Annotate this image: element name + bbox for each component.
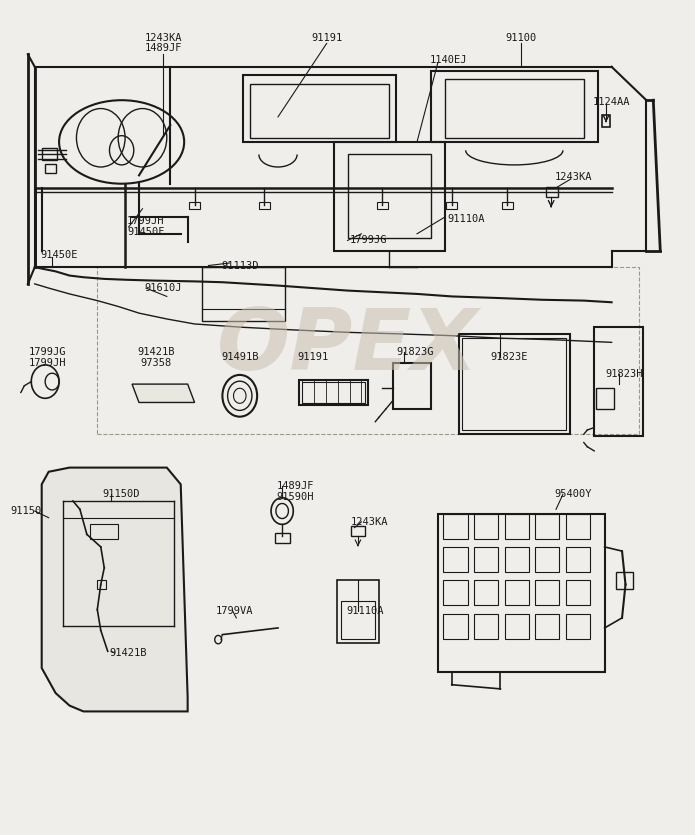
Bar bbox=[616, 572, 633, 589]
Bar bbox=[348, 154, 431, 238]
Bar bbox=[377, 202, 388, 209]
Bar bbox=[97, 267, 639, 434]
Bar bbox=[566, 580, 590, 605]
Text: 1799JG: 1799JG bbox=[350, 235, 387, 245]
Text: 91823E: 91823E bbox=[490, 352, 528, 362]
Polygon shape bbox=[42, 468, 188, 711]
Bar bbox=[90, 524, 118, 539]
Text: 91491B: 91491B bbox=[221, 352, 259, 362]
Text: 91823G: 91823G bbox=[397, 347, 434, 357]
Bar bbox=[351, 526, 365, 536]
Text: 91100: 91100 bbox=[506, 33, 537, 43]
Bar bbox=[275, 533, 290, 543]
Bar bbox=[502, 202, 513, 209]
Text: 1243KA: 1243KA bbox=[351, 517, 389, 527]
Polygon shape bbox=[132, 384, 195, 402]
Bar bbox=[445, 79, 584, 138]
Bar bbox=[459, 334, 570, 434]
Bar bbox=[505, 614, 529, 639]
Text: 1799JH: 1799JH bbox=[28, 358, 66, 368]
Text: 1489JF: 1489JF bbox=[277, 481, 314, 491]
Bar bbox=[566, 547, 590, 572]
Bar bbox=[474, 547, 498, 572]
Bar bbox=[566, 514, 590, 539]
Bar bbox=[259, 202, 270, 209]
Text: 91823H: 91823H bbox=[605, 369, 643, 379]
Bar bbox=[443, 580, 468, 605]
Text: 91191: 91191 bbox=[297, 352, 328, 362]
Text: 91113D: 91113D bbox=[221, 261, 259, 271]
Bar bbox=[474, 580, 498, 605]
Bar bbox=[535, 580, 559, 605]
Bar bbox=[505, 547, 529, 572]
Text: 91150D: 91150D bbox=[103, 489, 140, 499]
Text: 91450F: 91450F bbox=[127, 227, 165, 237]
Text: 91110A: 91110A bbox=[346, 606, 384, 616]
Bar bbox=[474, 614, 498, 639]
Bar bbox=[443, 547, 468, 572]
Bar bbox=[302, 382, 365, 403]
Bar bbox=[243, 75, 396, 142]
Text: 1799JH: 1799JH bbox=[127, 216, 165, 226]
Bar bbox=[535, 547, 559, 572]
Bar bbox=[438, 514, 605, 672]
Text: 91450E: 91450E bbox=[40, 250, 78, 260]
Bar bbox=[594, 327, 643, 436]
Bar bbox=[334, 142, 445, 250]
Bar bbox=[446, 202, 457, 209]
Bar bbox=[505, 580, 529, 605]
Bar bbox=[602, 115, 610, 127]
Text: 91421B: 91421B bbox=[110, 648, 147, 658]
Bar bbox=[42, 148, 57, 160]
Bar bbox=[97, 580, 106, 589]
Bar bbox=[443, 514, 468, 539]
Text: 1243KA: 1243KA bbox=[145, 33, 182, 43]
Text: 91191: 91191 bbox=[311, 33, 342, 43]
Bar bbox=[566, 614, 590, 639]
Text: 91590H: 91590H bbox=[277, 492, 314, 502]
Text: 91110A: 91110A bbox=[447, 214, 484, 224]
Bar bbox=[250, 84, 389, 138]
Text: 1799VA: 1799VA bbox=[216, 606, 254, 616]
Bar bbox=[505, 514, 529, 539]
Bar bbox=[546, 187, 558, 197]
Text: 1140EJ: 1140EJ bbox=[430, 55, 467, 65]
Bar bbox=[45, 164, 56, 173]
Bar bbox=[341, 601, 375, 639]
Text: 97358: 97358 bbox=[141, 358, 172, 368]
Bar bbox=[202, 267, 285, 321]
Text: 1799JG: 1799JG bbox=[28, 347, 66, 357]
Text: 91150: 91150 bbox=[11, 506, 42, 516]
Text: 1124AA: 1124AA bbox=[593, 97, 630, 107]
Bar bbox=[443, 614, 468, 639]
Bar bbox=[474, 514, 498, 539]
Bar bbox=[596, 388, 614, 409]
Text: OPEX: OPEX bbox=[217, 305, 478, 388]
Text: 1243KA: 1243KA bbox=[555, 172, 592, 182]
Text: 1489JF: 1489JF bbox=[145, 43, 182, 53]
Bar bbox=[189, 202, 200, 209]
Bar bbox=[462, 338, 566, 430]
Text: 95400Y: 95400Y bbox=[555, 489, 592, 499]
Text: 91421B: 91421B bbox=[138, 347, 175, 357]
Bar bbox=[431, 71, 598, 142]
Bar bbox=[393, 363, 431, 409]
Bar bbox=[535, 614, 559, 639]
Bar bbox=[535, 514, 559, 539]
Bar bbox=[337, 580, 379, 643]
Text: 91610J: 91610J bbox=[145, 283, 182, 293]
Bar bbox=[299, 380, 368, 405]
